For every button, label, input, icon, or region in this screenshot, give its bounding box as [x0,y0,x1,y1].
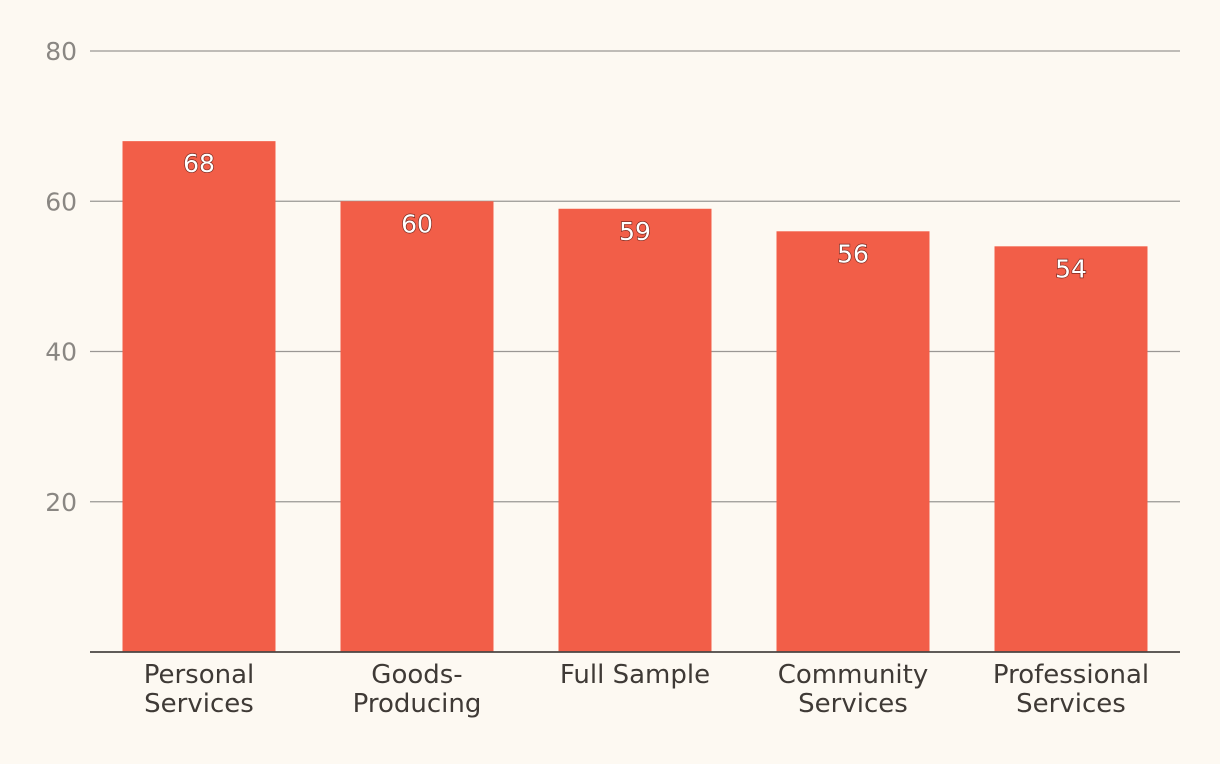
y-tick-label: 60 [45,187,77,216]
y-tick-label: 40 [45,338,77,367]
x-tick-label: Goods-Producing [353,660,482,719]
bar [994,246,1148,652]
y-tick-labels: 20 40 60 80 [45,37,77,517]
bar [558,208,712,652]
data-label: 59 [619,217,651,246]
data-label: 68 [183,149,215,178]
x-tick-label: Full Sample [560,660,710,690]
x-tick-label-line: Producing [353,689,482,719]
x-tick-label-line: Services [144,689,254,719]
bar [340,201,494,652]
y-tick-label: 80 [45,37,77,66]
data-label: 56 [837,239,869,268]
data-label: 60 [401,209,433,238]
y-tick-label: 20 [45,488,77,517]
x-tick-label-line: Full Sample [560,660,710,690]
data-labels: 68 60 59 56 54 [182,148,1087,284]
x-tick-label-line: Services [798,689,908,719]
bar [122,141,276,652]
x-tick-label: Personal Services [144,660,255,719]
x-tick-label-line: Professional [993,660,1149,690]
data-label: 54 [1055,254,1087,283]
x-tick-label-line: Services [1016,689,1126,719]
x-tick-label: Community Services [778,660,928,719]
x-tick-label-line: Community [778,660,928,690]
x-tick-label: Professional Services [993,660,1149,719]
x-tick-label-line: Personal [144,660,255,690]
x-tick-label-line: Goods- [371,660,462,690]
bars [122,141,1148,653]
bar [776,231,930,653]
